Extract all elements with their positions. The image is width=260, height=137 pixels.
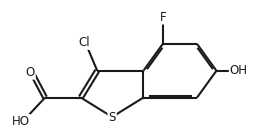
Text: F: F — [159, 11, 166, 24]
Text: HO: HO — [12, 115, 30, 128]
Text: S: S — [108, 111, 116, 124]
Text: Cl: Cl — [78, 36, 90, 49]
Text: OH: OH — [230, 64, 248, 77]
Text: O: O — [25, 66, 35, 79]
